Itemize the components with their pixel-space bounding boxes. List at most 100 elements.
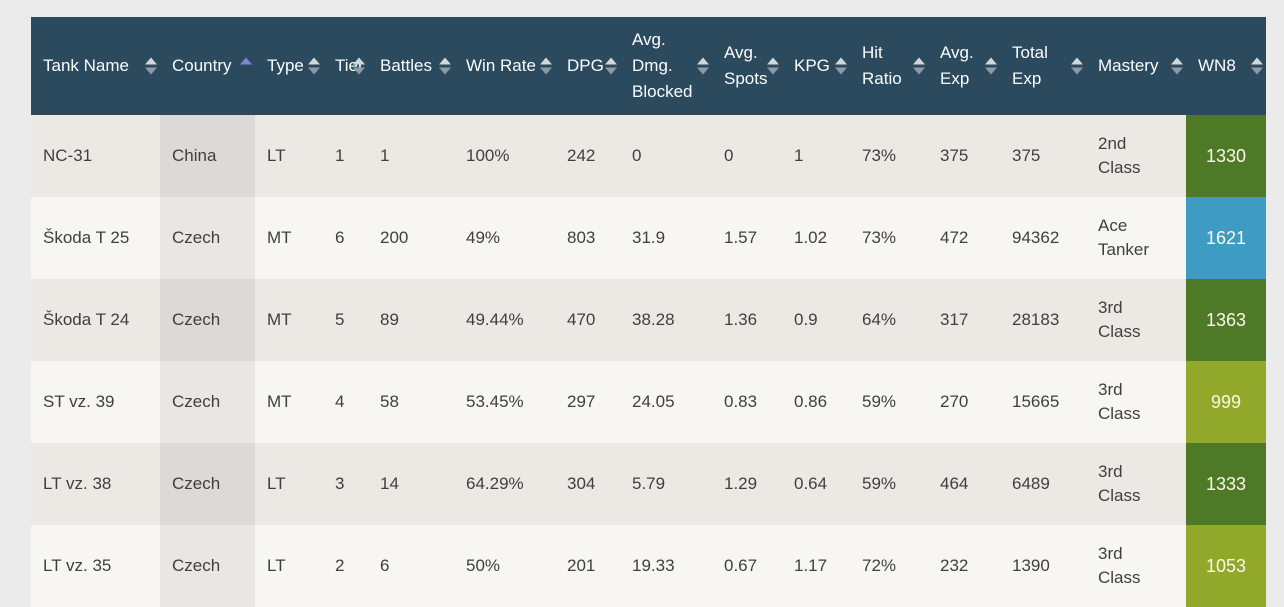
cell-value: 89 (380, 310, 399, 329)
cell-value: Czech (172, 392, 221, 411)
cell-value: 100% (466, 146, 510, 165)
sort-down-icon (835, 67, 847, 75)
column-header-mastery[interactable]: Mastery (1086, 17, 1186, 115)
cell-value: 472 (940, 228, 969, 247)
cell-mastery: 3rd Class (1086, 361, 1186, 443)
cell-type: MT (255, 279, 323, 361)
cell-avg-spots: 1.29 (712, 443, 782, 525)
column-header-label: Hit Ratio (862, 43, 902, 88)
column-header-tank-name[interactable]: Tank Name (31, 17, 160, 115)
table-row: ST vz. 39 Czech MT 4 58 53.45% 297 24.05 0.83 0.8… (31, 361, 1266, 443)
cell-kpg: 0.9 (782, 279, 850, 361)
cell-value: 242 (567, 146, 596, 165)
column-header-avg-spots[interactable]: Avg. Spots (712, 17, 782, 115)
column-header-label: KPG (794, 56, 830, 75)
cell-tier: 1 (323, 115, 368, 197)
cell-value: 3rd Class (1098, 544, 1141, 587)
column-header-hit-ratio[interactable]: Hit Ratio (850, 17, 928, 115)
sort-up-icon (913, 57, 925, 65)
cell-value: 3rd Class (1098, 462, 1141, 505)
cell-mastery: Ace Tanker (1086, 197, 1186, 279)
cell-country: Czech (160, 525, 255, 607)
cell-total-exp: 94362 (1000, 197, 1086, 279)
cell-value: 1330 (1205, 146, 1247, 166)
cell-value: 58 (380, 392, 399, 411)
cell-avg-dmg-blocked: 19.33 (620, 525, 712, 607)
cell-avg-dmg-blocked: 5.79 (620, 443, 712, 525)
column-header-wn8[interactable]: WN8 (1186, 17, 1266, 115)
cell-tank-name: ST vz. 39 (31, 361, 160, 443)
cell-avg-dmg-blocked: 0 (620, 115, 712, 197)
cell-value: 15665 (1012, 392, 1060, 411)
cell-wn8: 1333 (1186, 443, 1266, 525)
column-header-label: Total Exp (1012, 43, 1048, 88)
cell-hit-ratio: 73% (850, 197, 928, 279)
sort-arrows-icon (697, 57, 709, 75)
cell-win-rate: 53.45% (454, 361, 555, 443)
cell-value: 999 (1210, 392, 1242, 412)
cell-value: 1 (794, 146, 804, 165)
column-header-tier[interactable]: Tier (323, 17, 368, 115)
column-header-country[interactable]: Country (160, 17, 255, 115)
cell-value: 0 (632, 146, 642, 165)
cell-value: 0.67 (724, 556, 758, 575)
cell-value: NC-31 (43, 146, 93, 165)
cell-value: 375 (1012, 146, 1041, 165)
cell-value: 6 (335, 228, 345, 247)
column-header-total-exp[interactable]: Total Exp (1000, 17, 1086, 115)
cell-value: Czech (172, 310, 221, 329)
cell-dpg: 304 (555, 443, 620, 525)
cell-value: MT (267, 228, 292, 247)
column-header-dpg[interactable]: DPG (555, 17, 620, 115)
cell-value: 6489 (1012, 474, 1050, 493)
cell-kpg: 1.02 (782, 197, 850, 279)
cell-value: MT (267, 310, 292, 329)
cell-wn8: 999 (1186, 361, 1266, 443)
cell-value: LT vz. 35 (43, 556, 112, 575)
sort-up-icon (439, 57, 451, 65)
column-header-avg-dmg-blocked[interactable]: Avg. Dmg. Blocked (620, 17, 712, 115)
cell-hit-ratio: 73% (850, 115, 928, 197)
cell-value: 49.44% (466, 310, 524, 329)
column-header-avg-exp[interactable]: Avg. Exp (928, 17, 1000, 115)
column-header-battles[interactable]: Battles (368, 17, 454, 115)
cell-value: 5.79 (632, 474, 666, 493)
column-header-kpg[interactable]: KPG (782, 17, 850, 115)
cell-value: 19.33 (632, 556, 675, 575)
cell-avg-exp: 317 (928, 279, 1000, 361)
cell-dpg: 803 (555, 197, 620, 279)
column-header-label: Avg. Spots (724, 43, 768, 88)
sort-arrows-icon (767, 57, 779, 75)
cell-wn8: 1053 (1186, 525, 1266, 607)
sort-down-icon (540, 67, 552, 75)
cell-value: Czech (172, 228, 221, 247)
table-row: Škoda T 24 Czech MT 5 89 49.44% 470 38.28 1.36 0.… (31, 279, 1266, 361)
cell-country: China (160, 115, 255, 197)
cell-type: LT (255, 525, 323, 607)
column-header-label: Avg. Dmg. Blocked (632, 30, 693, 101)
cell-battles: 6 (368, 525, 454, 607)
cell-type: LT (255, 443, 323, 525)
sort-down-icon (240, 67, 252, 75)
cell-country: Czech (160, 361, 255, 443)
cell-value: 1.57 (724, 228, 758, 247)
cell-avg-exp: 270 (928, 361, 1000, 443)
sort-arrows-icon (240, 57, 252, 75)
column-header-win-rate[interactable]: Win Rate (454, 17, 555, 115)
sort-arrows-icon (439, 57, 451, 75)
cell-total-exp: 1390 (1000, 525, 1086, 607)
sort-arrows-icon (913, 57, 925, 75)
cell-value: 270 (940, 392, 969, 411)
column-header-type[interactable]: Type (255, 17, 323, 115)
sort-up-icon (1071, 57, 1083, 65)
cell-total-exp: 375 (1000, 115, 1086, 197)
cell-avg-spots: 1.57 (712, 197, 782, 279)
sort-up-icon (1171, 57, 1183, 65)
sort-down-icon (353, 67, 365, 75)
sort-down-icon (1071, 67, 1083, 75)
cell-dpg: 201 (555, 525, 620, 607)
cell-value: 0 (724, 146, 734, 165)
cell-value: 0.9 (794, 310, 818, 329)
cell-tier: 2 (323, 525, 368, 607)
cell-country: Czech (160, 197, 255, 279)
